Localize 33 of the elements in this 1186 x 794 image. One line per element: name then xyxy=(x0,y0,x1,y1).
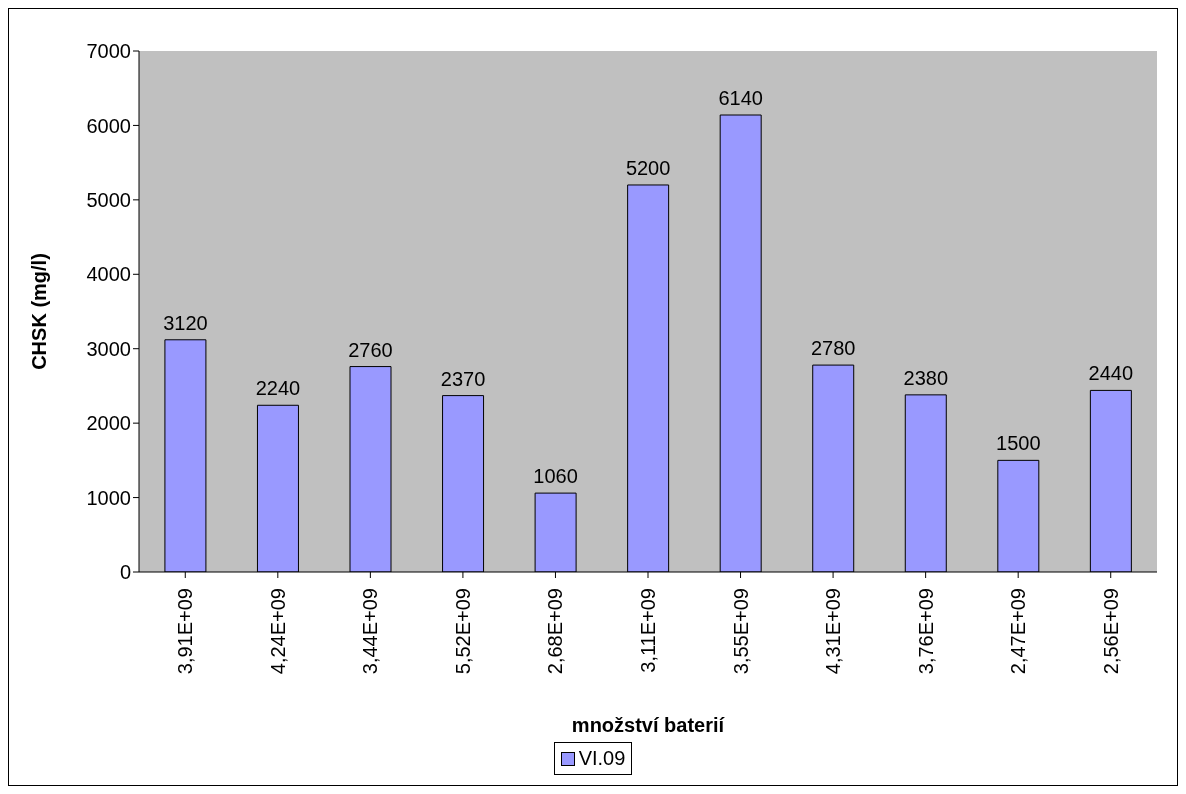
x-tick-label: 3,91E+09 xyxy=(174,588,197,675)
x-tick-label: 2,56E+09 xyxy=(1099,588,1122,675)
y-tick-label: 1000 xyxy=(86,486,131,509)
y-tick-label: 6000 xyxy=(86,114,131,137)
y-tick-label: 4000 xyxy=(86,263,131,286)
y-tick-label: 0 xyxy=(119,561,131,584)
x-tick-label: 3,44E+09 xyxy=(359,588,382,675)
data-label: 1060 xyxy=(533,465,578,488)
x-axis-title: množství baterií xyxy=(571,714,726,736)
data-label: 2760 xyxy=(348,338,393,361)
data-label: 2380 xyxy=(903,366,949,389)
y-tick-label: 7000 xyxy=(86,40,131,63)
y-axis-title: CHSK (mg/l) xyxy=(28,253,51,370)
data-label: 2780 xyxy=(810,337,856,360)
data-label: 2370 xyxy=(440,367,486,390)
x-tick-label: 3,55E+09 xyxy=(729,588,752,675)
x-tick-label: 5,52E+09 xyxy=(451,588,474,675)
y-tick-label: 5000 xyxy=(86,188,131,211)
x-tick-label: 3,76E+09 xyxy=(914,588,937,675)
data-label: 1500 xyxy=(996,432,1041,455)
x-tick-label: 2,68E+09 xyxy=(544,588,567,675)
data-label: 2240 xyxy=(255,377,301,400)
y-tick-label: 2000 xyxy=(86,412,131,435)
y-tick-label: 3000 xyxy=(86,337,131,360)
x-tick-label: 4,24E+09 xyxy=(266,588,289,675)
data-label: 5200 xyxy=(625,156,671,179)
x-tick-label: 3,11E+09 xyxy=(637,588,659,673)
x-tick-label: 4,31E+09 xyxy=(822,588,845,675)
legend-label: VI.09 xyxy=(577,747,626,770)
data-label: 2440 xyxy=(1088,362,1134,385)
data-label: 3120 xyxy=(163,311,208,334)
x-tick-label: 2,47E+09 xyxy=(1007,588,1030,675)
data-label: 6140 xyxy=(718,87,763,110)
